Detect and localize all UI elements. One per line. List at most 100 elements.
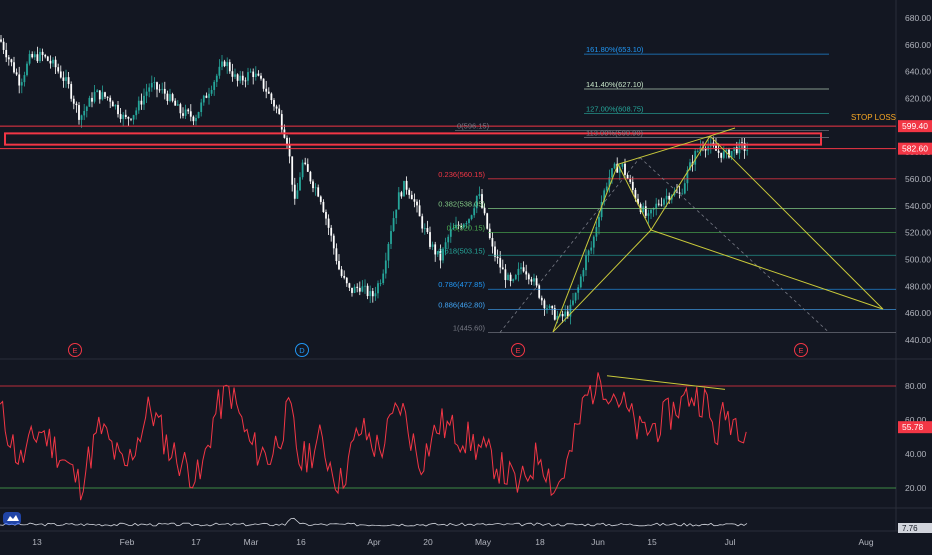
candle-body (140, 100, 143, 105)
x-tick-label: 13 (32, 537, 42, 547)
candle-body (2, 41, 5, 50)
rsi-value-tag (898, 421, 932, 434)
candle-body (210, 89, 213, 94)
candle-body (582, 270, 585, 277)
candle-body (257, 73, 260, 76)
candle-body (169, 94, 171, 101)
event-marker (794, 343, 808, 357)
fib-trend-line (639, 157, 830, 333)
candle-body (314, 187, 317, 189)
pattern-line (709, 135, 884, 310)
candle-body (600, 201, 603, 218)
candle-body (135, 110, 138, 116)
x-tick-label: Feb (120, 537, 135, 547)
candle-body (174, 100, 177, 106)
fib-level-label: 0.786(477.85) (438, 280, 485, 289)
candle-body (530, 279, 533, 282)
candle-body (629, 178, 632, 182)
price-tick-label: 500.00 (905, 255, 931, 265)
candle-body (278, 108, 281, 115)
candle-body (202, 95, 205, 103)
candle-body (171, 94, 174, 101)
candle-body (119, 114, 122, 119)
candle-body (213, 81, 216, 90)
candle-body (247, 72, 249, 81)
candle-body (54, 59, 57, 68)
candle-body (696, 150, 699, 152)
rsi-tick-label: 80.00 (905, 381, 927, 391)
candle-body (291, 156, 294, 185)
candle-body (421, 216, 424, 229)
pattern-line (552, 229, 652, 333)
candle-body (351, 287, 353, 293)
candle-body (436, 251, 439, 255)
candle-body (608, 177, 611, 187)
price-tick-label: 520.00 (905, 228, 931, 238)
candle-body (465, 223, 468, 225)
candle-body (46, 56, 49, 61)
event-marker-label: D (299, 346, 305, 355)
candle-body (616, 163, 619, 173)
candle-body (223, 61, 226, 67)
candle-body (478, 194, 481, 196)
candle-body (720, 152, 723, 158)
candle-body (345, 277, 348, 284)
candle-body (457, 224, 460, 227)
price-tick-label: 680.00 (905, 13, 931, 23)
candle-body (455, 224, 457, 228)
candle-body (20, 82, 23, 86)
candle-body (642, 206, 645, 212)
event-marker (511, 343, 525, 357)
candle-body (117, 104, 119, 115)
candle-body (26, 63, 28, 76)
candle-body (218, 66, 221, 76)
candle-body (226, 62, 229, 67)
candle-body (491, 238, 494, 247)
candle-body (527, 274, 530, 280)
candle-body (127, 116, 130, 119)
candle-body (270, 93, 273, 101)
x-tick-label: Mar (244, 537, 259, 547)
candle-body (161, 88, 164, 90)
fib-level-label: 0.618(503.15) (438, 246, 485, 255)
candle-body (192, 116, 195, 122)
candle-body (444, 242, 447, 249)
candle-body (647, 213, 650, 216)
candle-body (655, 203, 658, 208)
candle-body (200, 102, 203, 113)
candle-body (197, 112, 200, 118)
event-marker-label: E (515, 346, 520, 355)
candle-body (319, 196, 322, 202)
candle-body (470, 215, 473, 220)
candle-body (296, 190, 299, 199)
candle-body (101, 92, 104, 100)
candle-body (637, 198, 639, 205)
candle-body (122, 114, 125, 119)
candle-body (486, 213, 489, 229)
price-tick-label: 660.00 (905, 40, 931, 50)
candle-body (694, 151, 697, 165)
candle-body (304, 162, 307, 165)
candle-body (585, 255, 587, 271)
candle-body (704, 148, 707, 151)
candle-body (5, 49, 8, 58)
candle-body (75, 103, 78, 106)
candle-body (130, 118, 132, 120)
fib-level-label: 0.5(520.15) (447, 223, 486, 232)
candle-body (348, 283, 351, 288)
candle-body (322, 201, 325, 213)
rsi-tick-label: 40.00 (905, 449, 927, 459)
candle-body (569, 304, 572, 317)
candle-body (249, 71, 252, 73)
candle-body (611, 168, 613, 178)
fib-trend-line (499, 157, 641, 333)
candle-body (683, 183, 686, 194)
pattern-line (650, 229, 884, 310)
candle-body (57, 67, 60, 72)
candle-body (429, 232, 431, 247)
candle-body (431, 244, 434, 247)
candle-body (574, 292, 577, 301)
candle-body (439, 251, 442, 261)
candle-body (78, 105, 80, 120)
